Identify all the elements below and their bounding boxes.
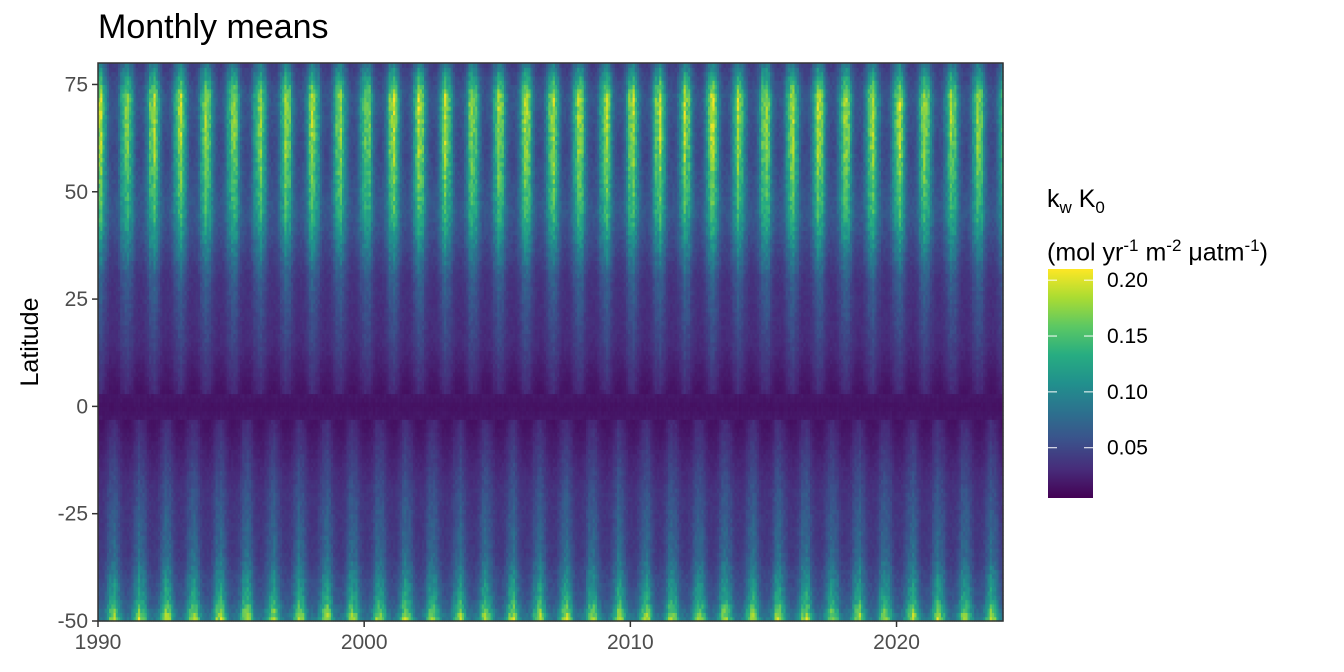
- heatmap: [98, 63, 1004, 622]
